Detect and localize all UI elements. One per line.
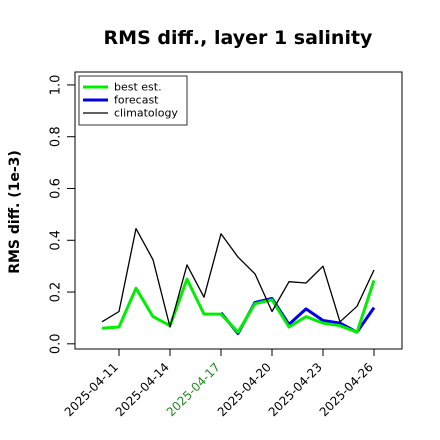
x-tick-label: 2025-04-11 [62,360,121,419]
y-tick-label: 0.4 [49,230,64,251]
series-line-1 [219,297,376,335]
y-tick-label: 0.0 [49,333,64,354]
x-tick-label: 2025-04-14 [113,360,172,419]
x-axis: 2025-04-112025-04-142025-04-172025-04-20… [62,349,376,419]
series-line-0 [101,277,376,334]
y-axis-label: RMS diff. (1e-3) [7,150,23,274]
series-layer [101,227,376,335]
y-axis: 0.0 0.2 0.4 0.6 0.8 1.0 [49,75,75,354]
y-tick-label: 1.0 [49,75,64,96]
legend-label: forecast [114,94,159,107]
legend-label: best est. [114,81,162,94]
y-tick-label: 0.8 [49,126,64,147]
chart-title: RMS diff., layer 1 salinity [104,27,374,49]
plot-frame [74,71,403,350]
x-tick-label: 2025-04-17 [164,360,223,419]
x-tick-label: 2025-04-20 [215,360,274,419]
x-tick-label: 2025-04-26 [317,360,376,419]
x-tick-label: 2025-04-23 [266,360,325,419]
y-tick-label: 0.6 [49,178,64,199]
legend-label: climatology [114,107,178,120]
y-tick-label: 0.2 [49,282,64,303]
series-line-2 [101,227,375,328]
